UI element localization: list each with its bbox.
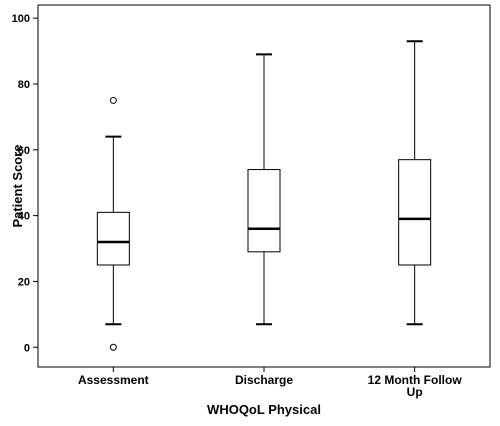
x-tick-label: Up (407, 385, 423, 399)
outlier-point (109, 96, 117, 104)
x-tick-label: Assessment (78, 373, 149, 387)
y-tick-label: 20 (18, 276, 30, 288)
iqr-box (96, 211, 130, 266)
y-tick-label: 100 (12, 13, 30, 25)
box-group (96, 40, 432, 351)
box-1 (247, 53, 281, 326)
x-tick-label: Discharge (235, 373, 293, 387)
y-axis: 0 20 40 60 80 100 (12, 13, 38, 354)
box-0 (96, 96, 130, 351)
x-tick-label: 12 Month Follow (368, 373, 463, 387)
y-tick-label: 60 (18, 145, 30, 157)
x-axis-label: WHOQoL Physical (207, 402, 321, 417)
y-axis-label: Patient Score (10, 144, 25, 227)
y-tick-label: 40 (18, 211, 30, 223)
box-2 (398, 40, 432, 326)
iqr-box (247, 169, 281, 253)
y-tick-label: 0 (24, 342, 30, 354)
y-tick-label: 80 (18, 79, 30, 91)
outlier-point (109, 343, 117, 351)
iqr-box (398, 159, 432, 266)
